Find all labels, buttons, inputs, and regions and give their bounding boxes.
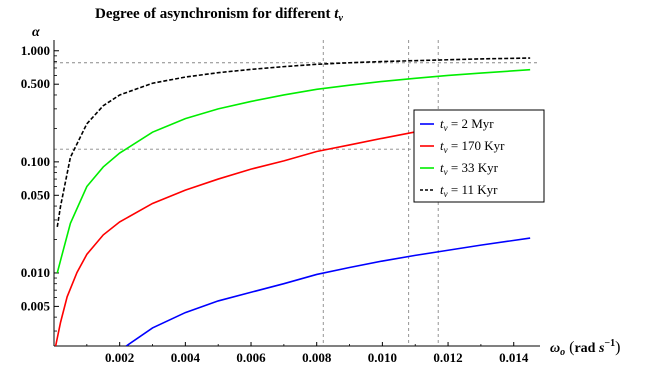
legend-entry-3: tv = 11 Kyr: [440, 182, 498, 199]
x-tick-label-1: 0.004: [171, 350, 201, 365]
x-axis-label-sub: o: [560, 347, 565, 358]
chart-title-sub: v: [338, 13, 343, 24]
chart-title-text: Degree of asynchronism for different: [95, 6, 331, 22]
x-tick-label-5: 0.012: [433, 350, 462, 365]
y-tick-label-5: 1.000: [21, 43, 50, 58]
y-tick-label-1: 0.010: [21, 265, 50, 280]
x-tick-label-2: 0.006: [236, 350, 266, 365]
series-line-0: [125, 237, 531, 346]
x-axis-label-unit-exp: −1: [604, 338, 615, 349]
chart-title-var: t: [334, 6, 339, 22]
legend-box: [413, 109, 545, 203]
axis-ticks: 0.002 0.004 0.006 0.008 0.010 0.012 0.014 0.005…: [21, 43, 529, 365]
axes: [53, 40, 540, 347]
y-axis-label: α: [32, 25, 40, 40]
chart-title: Degree of asynchronism for different tv: [95, 6, 343, 24]
x-axis-label-unit-s: s: [598, 341, 605, 356]
reference-lines: [54, 40, 540, 346]
x-tick-label-4: 0.010: [368, 350, 397, 365]
x-tick-label-3: 0.008: [302, 350, 332, 365]
legend: tv = 2 Myr tv = 170 Kyr tv = 33 Kyr tv = 11…: [413, 109, 545, 203]
x-tick-label-0: 0.002: [105, 350, 134, 365]
x-axis-label: ωo (rad s−1): [550, 338, 620, 358]
y-tick-label-4: 0.500: [21, 76, 50, 91]
legend-entry-2: tv = 33 Kyr: [440, 160, 499, 177]
legend-entry-0: tv = 2 Myr: [440, 116, 494, 133]
x-axis-label-unit-rad: rad: [574, 341, 595, 356]
legend-entry-1: tv = 170 Kyr: [440, 138, 505, 155]
series-line-2: [56, 68, 531, 274]
x-axis-label-var: ω: [550, 341, 560, 356]
y-tick-label-3: 0.100: [21, 154, 50, 169]
x-tick-label-6: 0.014: [499, 350, 529, 365]
y-tick-label-2: 0.050: [21, 187, 50, 202]
y-tick-label-0: 0.005: [21, 298, 51, 313]
series-line-3: [56, 57, 531, 227]
